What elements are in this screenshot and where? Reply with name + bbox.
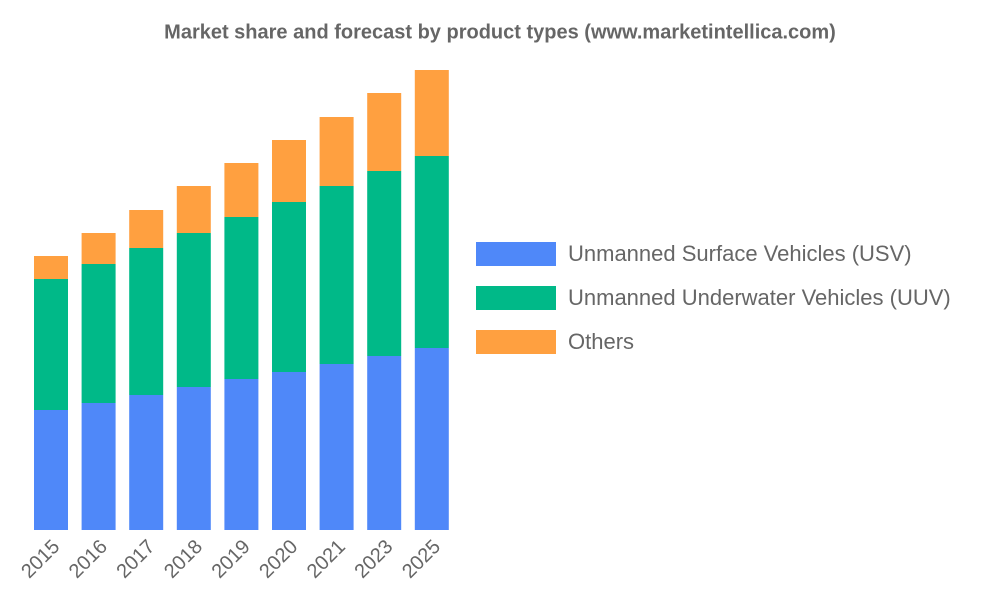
bar-segment bbox=[224, 217, 259, 379]
bar-segment bbox=[34, 279, 68, 410]
legend-swatch bbox=[476, 286, 556, 310]
bar-segment bbox=[81, 233, 116, 264]
x-tick-label: 2018 bbox=[160, 536, 207, 583]
bar-segment bbox=[272, 372, 306, 530]
chart-title: Market share and forecast by product typ… bbox=[164, 21, 836, 43]
bar-segment bbox=[176, 233, 211, 387]
bar-segment bbox=[81, 264, 116, 403]
bar-segment bbox=[81, 403, 116, 530]
bar-segment bbox=[34, 410, 68, 530]
bar-segment bbox=[367, 356, 402, 530]
bar-segment bbox=[414, 156, 449, 348]
bar-segment bbox=[319, 186, 354, 364]
bar-segment bbox=[367, 93, 402, 171]
bar-segment bbox=[224, 379, 259, 530]
bar-segment bbox=[224, 163, 259, 217]
bar-segment bbox=[129, 248, 164, 395]
x-tick-label: 2021 bbox=[303, 536, 350, 583]
bar-segment bbox=[272, 140, 306, 202]
x-tick-label: 2020 bbox=[255, 536, 302, 583]
bar-segment bbox=[414, 348, 449, 530]
bar-segment bbox=[176, 186, 211, 233]
x-tick-label: 2019 bbox=[208, 536, 255, 583]
x-tick-label: 2023 bbox=[350, 536, 397, 583]
bar-segment bbox=[176, 387, 211, 530]
x-tick-label: 2015 bbox=[17, 536, 64, 583]
x-tick-label: 2025 bbox=[398, 536, 445, 583]
bar-segment bbox=[319, 364, 354, 530]
legend-label: Others bbox=[568, 329, 634, 354]
legend-label: Unmanned Underwater Vehicles (UUV) bbox=[568, 285, 951, 310]
bar-segment bbox=[129, 210, 164, 248]
x-tick-label: 2016 bbox=[65, 536, 112, 583]
x-tick-label: 2017 bbox=[112, 536, 159, 583]
bar-segment bbox=[272, 202, 306, 372]
bar-segment bbox=[414, 70, 449, 156]
legend-swatch bbox=[476, 242, 556, 266]
bar-segment bbox=[34, 256, 68, 279]
legend-label: Unmanned Surface Vehicles (USV) bbox=[568, 241, 912, 266]
legend-swatch bbox=[476, 330, 556, 354]
bar-segment bbox=[319, 117, 354, 186]
bar-segment bbox=[129, 395, 164, 530]
bar-segment bbox=[367, 171, 402, 356]
